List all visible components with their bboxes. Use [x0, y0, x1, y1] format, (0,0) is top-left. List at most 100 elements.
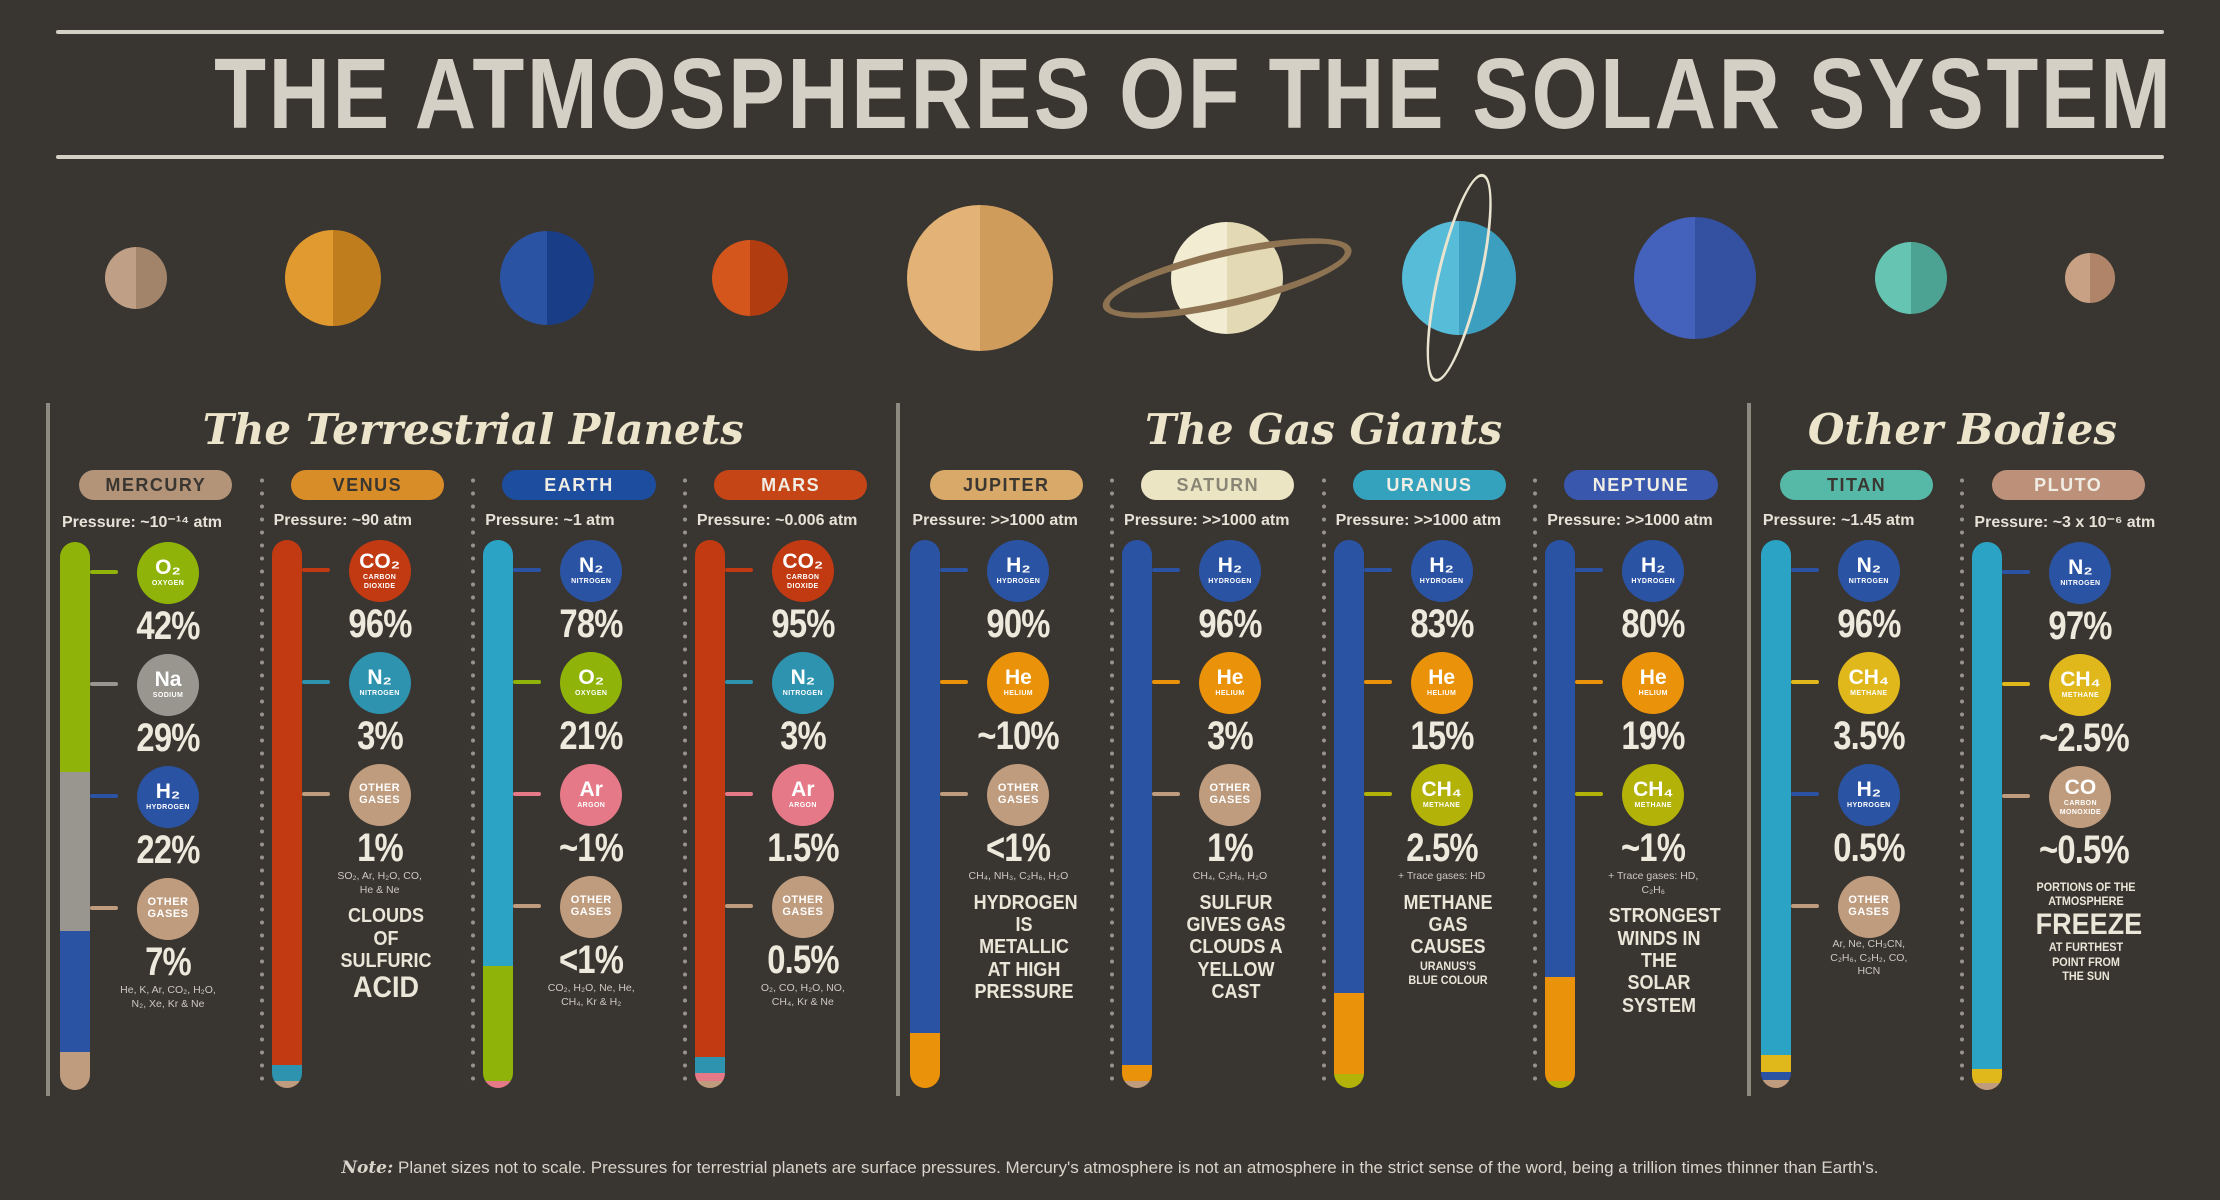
planet-annotation: CLOUDS OF SULFURIC ACID: [335, 905, 436, 1004]
footnote-label: Note:: [341, 1158, 394, 1178]
gas-item: N₂ NITROGEN 3%: [301, 652, 430, 758]
gas-label: GASES: [147, 908, 189, 921]
planet-name-badge: NEPTUNE: [1564, 470, 1718, 500]
gas-list: N₂ NITROGEN 78% O₂ OXYGEN 21% Ar ARGON ~…: [513, 540, 675, 1088]
gas-percentage: ~1%: [559, 826, 624, 870]
gas-circle-icon: He HELIUM: [1199, 652, 1262, 714]
gas-percentage: 2.5%: [1405, 826, 1478, 870]
gas-list: H₂ HYDROGEN 80% He HELIUM 19% CH₄ METHAN…: [1575, 540, 1737, 1088]
gas-percentage: 15%: [1410, 714, 1474, 758]
gas-list: N₂ NITROGEN 97% CH₄ METHANE ~2.5% CO CAR…: [2002, 542, 2164, 1090]
gas-list: H₂ HYDROGEN 96% He HELIUM 3% OTHER GASES…: [1152, 540, 1314, 1088]
gas-percentage: 1.5%: [767, 826, 839, 870]
gas-item: OTHER GASES 1% CH₄, C₂H₆, H₂O: [1152, 764, 1280, 884]
planet-annotation: SULFUR GIVES GAS CLOUDS A YELLOW CAST: [1186, 892, 1287, 1004]
composition-bar: [1972, 542, 2003, 1090]
annotation-line: STRONGEST: [1608, 905, 1721, 928]
gas-label: HYDROGEN: [1631, 578, 1676, 586]
annotation-line: URANUS'S: [1419, 958, 1476, 973]
section-title: The Gas Giants: [1145, 405, 1503, 454]
gas-trace-list: CH₄, NH₃, C₂H₆, H₂O: [968, 870, 1069, 882]
gas-circle-icon: Ar ARGON: [560, 764, 623, 826]
gas-percentage: 3%: [1207, 714, 1254, 758]
gas-formula: Ar: [579, 778, 603, 802]
gas-item: OTHER GASES <1% CH₄, NH₃, C₂H₆, H₂O: [940, 764, 1069, 884]
section-0: The Terrestrial Planets MERCURY Pressure…: [46, 403, 896, 1096]
page-title: THE ATMOSPHERES OF THE SOLAR SYSTEM: [214, 38, 2174, 150]
bar-segment: [1760, 1079, 1791, 1088]
gas-label: HYDROGEN: [1419, 578, 1464, 586]
pressure-label: Pressure: ~10⁻¹⁴ atm: [62, 514, 222, 531]
gas-circle-icon: CO₂ CARBON DIOXIDE: [348, 540, 411, 602]
gas-item: He HELIUM 19%: [1575, 652, 1703, 758]
gas-item: OTHER GASES 7% He, K, Ar, CO₂, H₂O, N₂, …: [90, 878, 218, 1011]
bar-segment: [910, 1033, 941, 1088]
gas-percentage: 96%: [1837, 602, 1901, 646]
gas-list: CO₂ CARBON DIOXIDE 96% N₂ NITROGEN 3% OT…: [301, 540, 464, 1088]
bar-segment: [1972, 542, 2003, 1070]
gas-percentage: 3%: [356, 714, 404, 758]
gas-percentage: ~2.5%: [2039, 716, 2130, 760]
gas-formula: H₂: [1429, 554, 1454, 578]
gas-list: CO₂ CARBON DIOXIDE 95% N₂ NITROGEN 3% Ar…: [724, 540, 887, 1088]
gas-formula: H₂: [1217, 554, 1243, 578]
gas-percentage: <1%: [986, 826, 1051, 870]
gas-label: NITROGEN: [571, 578, 612, 586]
bar-segment: [60, 772, 90, 932]
gas-label: SODIUM: [152, 692, 184, 700]
gas-label: NITROGEN: [782, 690, 823, 698]
gas-percentage: 21%: [559, 714, 624, 758]
bar-segment: [694, 540, 725, 1057]
gas-trace-list: CO₂, H₂O, Ne, He, CH₄, Kr & H₂: [547, 982, 635, 1008]
gas-trace-list: He, K, Ar, CO₂, H₂O, N₂, Xe, Kr & Ne: [120, 984, 216, 1010]
gas-percentage: 78%: [559, 602, 624, 646]
gas-label: GASES: [359, 794, 401, 807]
section-columns: JUPITER Pressure: >>1000 atm H₂ HYDROGEN…: [900, 470, 1746, 1088]
bar-segment: [1545, 1081, 1576, 1088]
gas-percentage: 7%: [145, 940, 192, 984]
gas-trace-list: + Trace gases: HD, C₂H₆: [1608, 870, 1699, 896]
pressure-label: Pressure: >>1000 atm: [1124, 512, 1290, 529]
gas-formula: N₂: [1856, 554, 1882, 578]
gas-label: HYDROGEN: [146, 804, 190, 812]
gas-circle-icon: CH₄ METHANE: [2049, 654, 2112, 716]
gas-circle-icon: O₂ OXYGEN: [137, 542, 199, 604]
gas-percentage: 90%: [986, 602, 1051, 646]
gas-percentage: 83%: [1410, 602, 1474, 646]
gas-item: CH₄ METHANE 3.5%: [1790, 652, 1919, 758]
gas-item: CH₄ METHANE ~2.5%: [2002, 654, 2130, 760]
gas-formula: N₂: [2068, 556, 2093, 580]
gas-circle-icon: H₂ HYDROGEN: [1199, 540, 1262, 602]
column-body: H₂ HYDROGEN 83% He HELIUM 15% CH₄ METHAN…: [1333, 540, 1526, 1088]
planet-name-badge: SATURN: [1141, 470, 1295, 500]
planet-venus-illustration: [285, 230, 382, 326]
annotation-line: SYSTEM: [1622, 994, 1697, 1017]
bar-segment: [1333, 992, 1364, 1075]
column-body: N₂ NITROGEN 97% CH₄ METHANE ~2.5% CO CAR…: [1972, 542, 2164, 1090]
column-body: O₂ OXYGEN 42% Na SODIUM 29% H₂ HYDROGEN …: [60, 542, 252, 1090]
bar-segment: [483, 540, 514, 967]
planet-name-badge: MERCURY: [79, 470, 233, 500]
gas-label: NITROGEN: [2060, 580, 2101, 588]
gas-circle-icon: Ar ARGON: [771, 764, 834, 826]
planet-uranus-illustration: [1401, 168, 1516, 388]
gas-label: HYDROGEN: [1208, 578, 1252, 586]
planet-titan-illustration: [1874, 242, 1947, 314]
gas-circle-icon: CO CARBON MONOXIDE: [2049, 766, 2112, 828]
gas-percentage: 1%: [1207, 826, 1254, 870]
titan-sphere-icon: [1874, 242, 1947, 314]
annotation-line: METHANE: [1403, 891, 1493, 914]
gas-percentage: 80%: [1621, 602, 1686, 646]
gas-item: H₂ HYDROGEN 22%: [90, 766, 218, 872]
gas-percentage: <1%: [559, 938, 624, 982]
bar-segment: [60, 542, 90, 773]
annotation-line: PORTIONS OF THE: [2036, 880, 2136, 894]
sections-container: The Terrestrial Planets MERCURY Pressure…: [46, 403, 2174, 1096]
gas-item: OTHER GASES <1% CO₂, H₂O, Ne, He, CH₄, K…: [513, 876, 641, 1009]
composition-bar: [483, 540, 514, 1088]
annotation-line: GIVES GAS: [1186, 914, 1286, 937]
annotation-line: SULFURIC: [340, 950, 432, 973]
gas-circle-icon: OTHER GASES: [987, 764, 1050, 826]
gas-item: Na SODIUM 29%: [90, 654, 218, 760]
planet-name-badge: TITAN: [1779, 470, 1934, 500]
